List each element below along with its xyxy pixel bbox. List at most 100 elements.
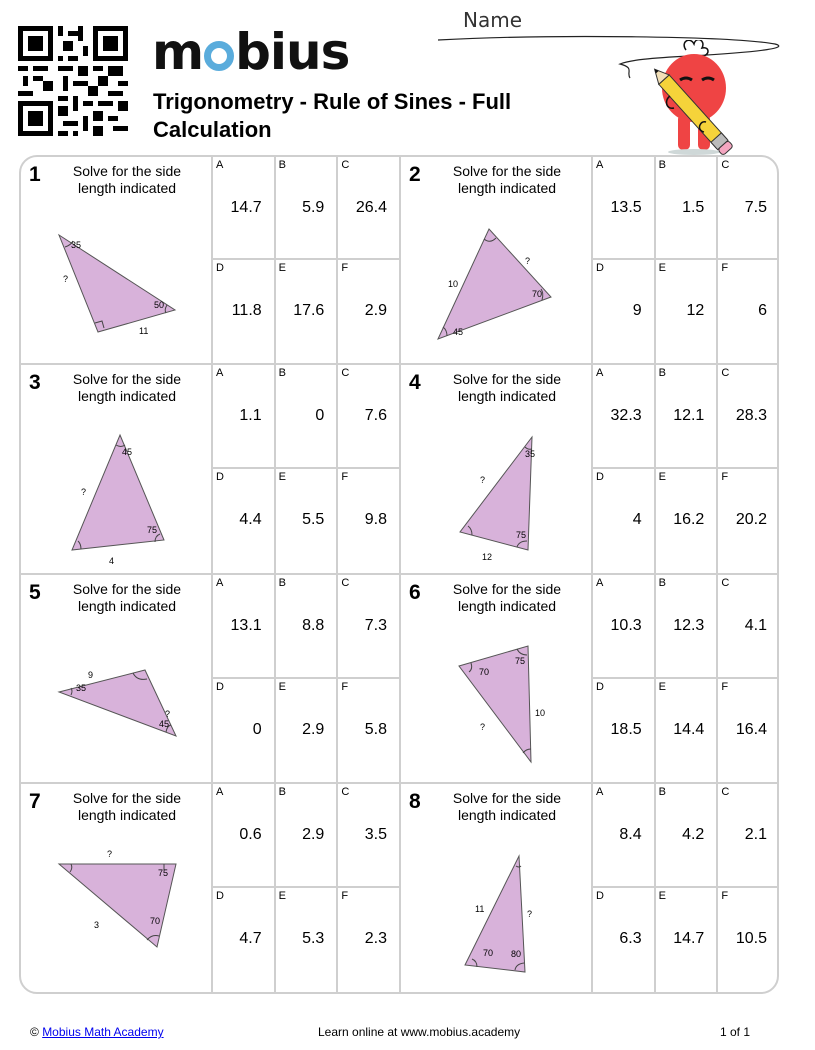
choice-value: 10.3 — [610, 617, 642, 634]
problem-question: Solve for the side length indicated — [452, 581, 562, 614]
answer-choice-c[interactable]: C 7.3 — [336, 575, 399, 679]
problem-number: 6 — [409, 581, 421, 604]
answer-choice-a[interactable]: A 10.3 — [591, 575, 654, 679]
answer-choice-a[interactable]: A 14.7 — [211, 157, 274, 260]
answer-choice-b[interactable]: B 5.9 — [273, 157, 337, 260]
choice-letter: A — [596, 786, 604, 798]
angle-label: 35 — [525, 449, 535, 459]
choice-value: 26.4 — [355, 199, 387, 216]
answer-choice-a[interactable]: A 0.6 — [211, 784, 274, 888]
answer-choice-f[interactable]: F 16.4 — [716, 678, 777, 782]
answer-choice-f[interactable]: F 2.3 — [336, 888, 399, 992]
answer-choice-a[interactable]: A 32.3 — [591, 365, 654, 469]
answer-choice-e[interactable]: E 5.5 — [273, 469, 337, 573]
answer-choice-f[interactable]: F 10.5 — [716, 888, 777, 992]
choice-value: 1.1 — [239, 407, 262, 424]
answer-choice-e[interactable]: E 14.7 — [653, 888, 717, 992]
answer-choice-e[interactable]: E 12 — [653, 260, 717, 363]
problem-question: Solve for the side length indicated — [72, 371, 182, 404]
name-line — [437, 35, 780, 79]
angle-label: 70 — [479, 667, 489, 677]
answer-choice-f[interactable]: F 5.8 — [336, 678, 399, 782]
problem-question: Solve for the side length indicated — [452, 163, 562, 196]
answer-choice-b[interactable]: B 12.3 — [653, 575, 717, 679]
choice-letter: E — [278, 471, 286, 483]
choice-letter: E — [658, 471, 666, 483]
side-label: 11 — [139, 326, 148, 336]
page-number: 1 of 1 — [720, 1025, 751, 1039]
answer-choice-a[interactable]: A 13.1 — [211, 575, 274, 679]
mobius-academy-link[interactable]: Mobius Math Academy — [42, 1025, 164, 1039]
choice-value: 14.7 — [230, 199, 262, 216]
angle-label: 45 — [453, 327, 463, 337]
choice-value: 2.3 — [364, 930, 387, 947]
choice-letter: C — [341, 159, 350, 171]
answer-choice-e[interactable]: E 14.4 — [653, 678, 717, 782]
answer-choice-e[interactable]: E 5.3 — [273, 888, 337, 992]
answer-choice-e[interactable]: E 2.9 — [273, 678, 337, 782]
answer-choice-b[interactable]: B 1.5 — [653, 157, 717, 260]
choice-value: 20.2 — [735, 511, 767, 528]
answer-choice-a[interactable]: A 8.4 — [591, 784, 654, 888]
choice-value: 0 — [315, 407, 325, 424]
choice-letter: D — [596, 890, 604, 902]
choice-letter: B — [658, 577, 666, 589]
choice-value: 9 — [632, 302, 642, 319]
answer-choice-c[interactable]: C 7.6 — [336, 365, 399, 469]
triangle-diagram: 45 75 ? 4 — [71, 433, 165, 566]
triangle-diagram: 35 50 ? 11 — [57, 233, 177, 336]
answer-choice-c[interactable]: C 3.5 — [336, 784, 399, 888]
answer-choice-b[interactable]: B 4.2 — [653, 784, 717, 888]
mobius-logo: m bius — [152, 22, 350, 82]
choice-letter: F — [721, 890, 729, 902]
problem-6: 6 Solve for the side length indicated 70… — [401, 575, 777, 784]
problem-number: 3 — [29, 371, 41, 394]
answer-choice-b[interactable]: B 8.8 — [273, 575, 337, 679]
choice-letter: B — [278, 159, 286, 171]
answer-choice-f[interactable]: F 20.2 — [716, 469, 777, 573]
problem-number: 1 — [29, 163, 41, 186]
answer-choice-e[interactable]: E 16.2 — [653, 469, 717, 573]
answer-choice-b[interactable]: B 2.9 — [273, 784, 337, 888]
answer-choice-c[interactable]: C 7.5 — [716, 157, 777, 260]
choice-letter: E — [658, 262, 666, 274]
choice-value: 8.4 — [619, 826, 642, 843]
answer-choice-d[interactable]: D 4.4 — [211, 469, 274, 573]
answer-choice-e[interactable]: E 17.6 — [273, 260, 337, 363]
problem-number: 2 — [409, 163, 421, 186]
answer-choice-a[interactable]: A 1.1 — [211, 365, 274, 469]
answer-choice-c[interactable]: C 28.3 — [716, 365, 777, 469]
angle-label: 75 — [515, 656, 525, 666]
answer-choice-d[interactable]: D 4.7 — [211, 888, 274, 992]
side-label: ? — [63, 274, 68, 284]
answer-choice-d[interactable]: D 11.8 — [211, 260, 274, 363]
answer-choice-f[interactable]: F 2.9 — [336, 260, 399, 363]
choice-letter: B — [278, 786, 286, 798]
choice-value: 6 — [758, 302, 767, 319]
answer-choice-c[interactable]: C 4.1 — [716, 575, 777, 679]
answer-choice-d[interactable]: D 6.3 — [591, 888, 654, 992]
choice-letter: A — [216, 577, 224, 589]
choice-value: 13.1 — [230, 617, 262, 634]
logo-o-icon — [204, 41, 235, 71]
answer-choice-a[interactable]: A 13.5 — [591, 157, 654, 260]
answer-choice-c[interactable]: C 26.4 — [336, 157, 399, 260]
choice-letter: F — [721, 471, 729, 483]
choice-value: 28.3 — [735, 407, 767, 424]
choice-value: 2.1 — [744, 826, 767, 843]
choice-letter: C — [721, 159, 730, 171]
answer-choice-b[interactable]: B 12.1 — [653, 365, 717, 469]
choice-letter: B — [658, 367, 666, 379]
side-label: ? — [81, 487, 86, 497]
answer-choice-c[interactable]: C 2.1 — [716, 784, 777, 888]
answer-choice-f[interactable]: F 9.8 — [336, 469, 399, 573]
choice-letter: E — [278, 680, 286, 693]
choice-letter: E — [278, 890, 286, 902]
answer-choice-d[interactable]: D 18.5 — [591, 678, 654, 782]
